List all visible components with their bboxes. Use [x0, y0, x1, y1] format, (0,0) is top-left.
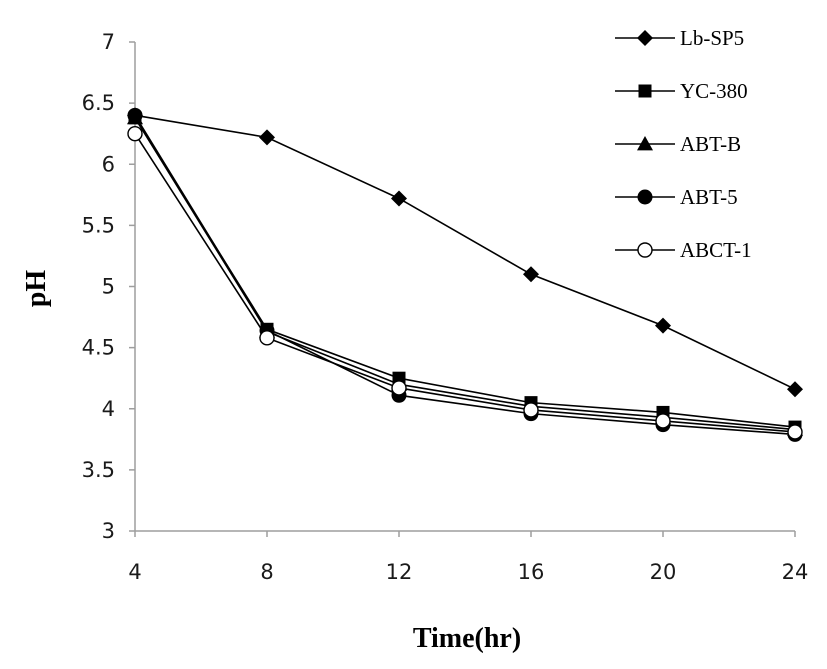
- legend-marker-abt-b: [637, 136, 653, 151]
- x-tick-label: 20: [650, 560, 677, 584]
- y-axis-title: pH: [21, 270, 52, 308]
- y-tick-label: 5.5: [82, 213, 115, 237]
- series-line-yc-380: [134, 117, 796, 428]
- data-point-lb-sp5: [655, 317, 671, 334]
- series-line-abct-1: [134, 133, 796, 433]
- legend: Lb-SP5 YC-380 ABT-B ABT-5 ABCT-1: [615, 26, 752, 262]
- data-point-abct-1: [523, 402, 539, 418]
- data-point-abt-5: [127, 107, 143, 123]
- legend-marker-abct-1: [637, 242, 653, 258]
- series-abt-b: [127, 109, 803, 436]
- data-point-abct-1: [655, 413, 671, 429]
- legend-label: ABCT-1: [680, 238, 752, 262]
- y-tick-label: 6: [102, 152, 115, 176]
- series-line-abt-5: [134, 114, 796, 436]
- legend-marker-lb-sp5: [637, 30, 653, 46]
- y-axis-ticks: 3 3.5 4 4.5 5 5.5 6 6.5 7: [82, 30, 135, 543]
- x-tick-label: 16: [518, 560, 545, 584]
- legend-item-abct-1: ABCT-1: [615, 238, 752, 262]
- data-point-lb-sp5: [787, 381, 803, 398]
- x-tick-label: 4: [128, 560, 141, 584]
- x-axis-title: Time(hr): [413, 623, 521, 654]
- x-axis-ticks: 4 8 12 16 20 24: [128, 531, 808, 584]
- legend-marker-abt-5: [637, 189, 653, 205]
- series-yc-380: [128, 111, 802, 434]
- legend-marker-yc-380: [638, 84, 652, 98]
- data-point-lb-sp5: [391, 190, 407, 207]
- y-tick-label: 3: [102, 519, 115, 543]
- data-point-abct-1: [259, 330, 275, 346]
- data-point-abct-1: [391, 380, 407, 396]
- legend-item-abt-b: ABT-B: [615, 132, 741, 156]
- x-tick-label: 24: [782, 560, 809, 584]
- y-tick-label: 4: [102, 397, 115, 421]
- data-point-lb-sp5: [523, 266, 539, 283]
- data-point-abct-1: [787, 424, 803, 440]
- series-abt-5: [127, 107, 803, 442]
- y-tick-label: 5: [102, 275, 115, 299]
- legend-label: ABT-5: [680, 185, 738, 209]
- series-line-lb-sp5: [134, 114, 796, 390]
- y-tick-label: 6.5: [82, 91, 115, 115]
- x-tick-label: 12: [386, 560, 413, 584]
- series-line-abt-b: [134, 117, 796, 431]
- x-tick-label: 8: [260, 560, 273, 584]
- series-abct-1: [127, 125, 803, 440]
- legend-label: YC-380: [680, 79, 748, 103]
- data-point-lb-sp5: [259, 129, 275, 146]
- legend-item-abt-5: ABT-5: [615, 185, 738, 209]
- legend-item-yc-380: YC-380: [615, 79, 748, 103]
- series-layer: [127, 107, 803, 442]
- y-tick-label: 7: [102, 30, 115, 54]
- data-point-abct-1: [127, 125, 143, 142]
- y-tick-label: 3.5: [82, 458, 115, 482]
- legend-item-lb-sp5: Lb-SP5: [615, 26, 744, 50]
- y-tick-label: 4.5: [82, 336, 115, 360]
- legend-label: ABT-B: [680, 132, 741, 156]
- legend-label: Lb-SP5: [680, 26, 744, 50]
